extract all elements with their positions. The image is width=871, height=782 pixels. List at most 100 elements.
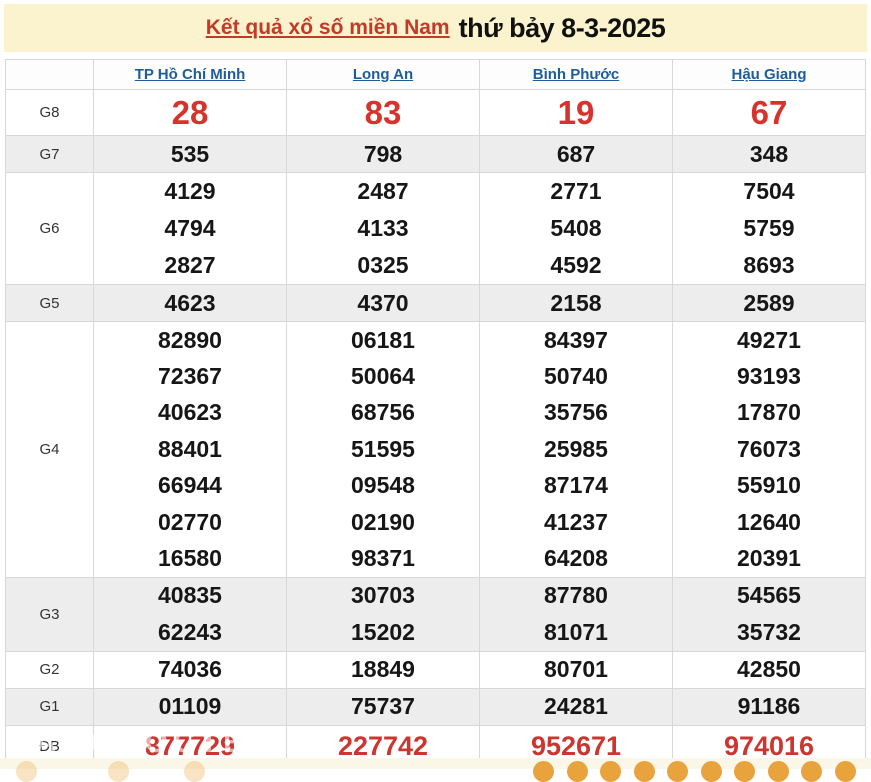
prize-number: 17870 xyxy=(737,399,801,426)
prize-label: G8 xyxy=(5,89,94,136)
prize-label: G6 xyxy=(5,172,94,285)
prize-number: 798 xyxy=(363,140,403,167)
prize-row-g7: G7 535 798 687 348 xyxy=(5,135,866,173)
prize-number: 50740 xyxy=(544,363,608,390)
prize-number: 42850 xyxy=(737,656,801,683)
prize-number: 62243 xyxy=(158,618,222,645)
prize-row-g8: G8 28 83 19 67 xyxy=(5,89,866,136)
prize-number: 0325 xyxy=(357,252,409,278)
prize-number: 41237 xyxy=(544,508,608,535)
prize-number: 25985 xyxy=(544,435,608,462)
prize-number: 535 xyxy=(170,140,210,167)
prize-number: 40623 xyxy=(158,399,222,426)
prize-number: 49271 xyxy=(737,326,801,353)
prize-row-g5: G5 4623 4370 2158 2589 xyxy=(5,284,866,322)
prize-number: 952671 xyxy=(530,730,622,761)
prize-label: G7 xyxy=(5,135,94,173)
prize-row-g6: G6 4129 4794 2827 2487 4133 0325 2771 5408 4592 75… xyxy=(5,172,866,285)
results-table: TP Hồ Chí Minh Long An Bình Phước Hậu Giang… xyxy=(5,59,866,768)
prize-number: 74036 xyxy=(158,656,222,683)
prize-label: G3 xyxy=(5,576,94,652)
lotto-ball-icon xyxy=(801,761,822,782)
corner-cell xyxy=(5,59,94,90)
prize-row-g1: G1 01109 75737 24281 91186 xyxy=(5,687,866,726)
prize-number: 02190 xyxy=(351,508,415,535)
prize-number: 66944 xyxy=(158,472,222,499)
prize-number: 2589 xyxy=(743,289,795,316)
lotto-ball-icon xyxy=(600,761,621,782)
prize-number: 87780 xyxy=(544,582,608,609)
lotto-ball-icon xyxy=(633,761,655,782)
prize-number: 80701 xyxy=(544,656,608,683)
prize-number: 82890 xyxy=(158,326,222,353)
prize-number: 40835 xyxy=(158,582,222,609)
lotto-ball-icon xyxy=(16,761,37,782)
prize-number: 81071 xyxy=(544,618,608,645)
prize-number: 15202 xyxy=(351,618,415,645)
prize-number: 227742 xyxy=(337,730,429,761)
page-banner: Kết quả xổ số miền Nam thứ bảy 8-3-2025 xyxy=(4,4,867,52)
prize-number: 91186 xyxy=(737,693,801,720)
prize-number: 87174 xyxy=(544,472,608,499)
draw-date: thứ bảy 8-3-2025 xyxy=(458,12,666,43)
prize-number: 55910 xyxy=(737,472,801,499)
prize-number: 76073 xyxy=(737,435,801,462)
table-header-row: TP Hồ Chí Minh Long An Bình Phước Hậu Giang xyxy=(5,59,866,90)
prize-number: 974016 xyxy=(723,730,815,761)
prize-number: 84397 xyxy=(544,326,608,353)
prize-number: 50064 xyxy=(351,363,415,390)
prize-number: 28 xyxy=(171,93,209,131)
prize-number: 51595 xyxy=(351,435,415,462)
prize-label: G1 xyxy=(5,687,94,726)
prize-number: 4592 xyxy=(550,252,602,278)
prize-number: 12640 xyxy=(737,508,801,535)
prize-number: 54565 xyxy=(737,582,801,609)
lotto-ball-icon xyxy=(734,761,755,782)
prize-number: 5759 xyxy=(743,215,795,241)
prize-number: 20391 xyxy=(737,545,801,572)
prize-number: 30703 xyxy=(351,582,415,609)
lotto-ball-icon xyxy=(533,761,554,782)
prize-number: 877729 xyxy=(144,730,236,761)
prize-number: 19 xyxy=(557,93,595,131)
prize-number: 18849 xyxy=(351,656,415,683)
column-header-3[interactable]: Hậu Giang xyxy=(731,65,807,83)
prize-number: 67 xyxy=(750,93,788,131)
prize-number: 2827 xyxy=(164,252,216,278)
prize-number: 88401 xyxy=(158,435,222,462)
prize-label: G4 xyxy=(5,321,94,578)
column-header-0[interactable]: TP Hồ Chí Minh xyxy=(134,65,246,83)
prize-number: 98371 xyxy=(351,545,415,572)
prize-number: 4370 xyxy=(357,289,409,316)
prize-row-g3: G3 40835 62243 30703 15202 87780 81071 54565 357… xyxy=(5,576,866,652)
prize-number: 68756 xyxy=(351,399,415,426)
prize-label: G2 xyxy=(5,650,94,689)
prize-number: 7504 xyxy=(743,178,795,204)
prize-number: 64208 xyxy=(544,545,608,572)
prize-number: 24281 xyxy=(544,693,608,720)
lotto-ball-icon xyxy=(184,761,205,782)
column-header-2[interactable]: Bình Phước xyxy=(532,65,620,83)
lotto-ball-icon xyxy=(108,761,129,782)
lotto-ball-icon xyxy=(834,761,856,782)
prize-row-g4: G4 82890 72367 40623 88401 66944 02770 16580 061… xyxy=(5,321,866,578)
prize-number: 8693 xyxy=(743,252,795,278)
prize-number: 348 xyxy=(749,140,789,167)
prize-number: 2771 xyxy=(550,178,602,204)
column-header-1[interactable]: Long An xyxy=(352,65,414,83)
prize-number: 687 xyxy=(556,140,596,167)
prize-number: 4133 xyxy=(357,215,409,241)
prize-number: 16580 xyxy=(158,545,222,572)
lotto-ball-icon xyxy=(667,761,688,782)
lotto-ball-icon xyxy=(767,761,789,782)
prize-label: G5 xyxy=(5,284,94,322)
prize-number: 09548 xyxy=(351,472,415,499)
prize-number: 2487 xyxy=(357,178,409,204)
prize-number: 2158 xyxy=(550,289,602,316)
prize-number: 01109 xyxy=(158,693,222,720)
prize-row-g2: G2 74036 18849 80701 42850 xyxy=(5,650,866,689)
footer-ball-strip xyxy=(0,758,871,782)
lottery-title-link[interactable]: Kết quả xổ số miền Nam xyxy=(205,16,450,39)
prize-number: 4623 xyxy=(164,289,216,316)
prize-number: 06181 xyxy=(351,326,415,353)
